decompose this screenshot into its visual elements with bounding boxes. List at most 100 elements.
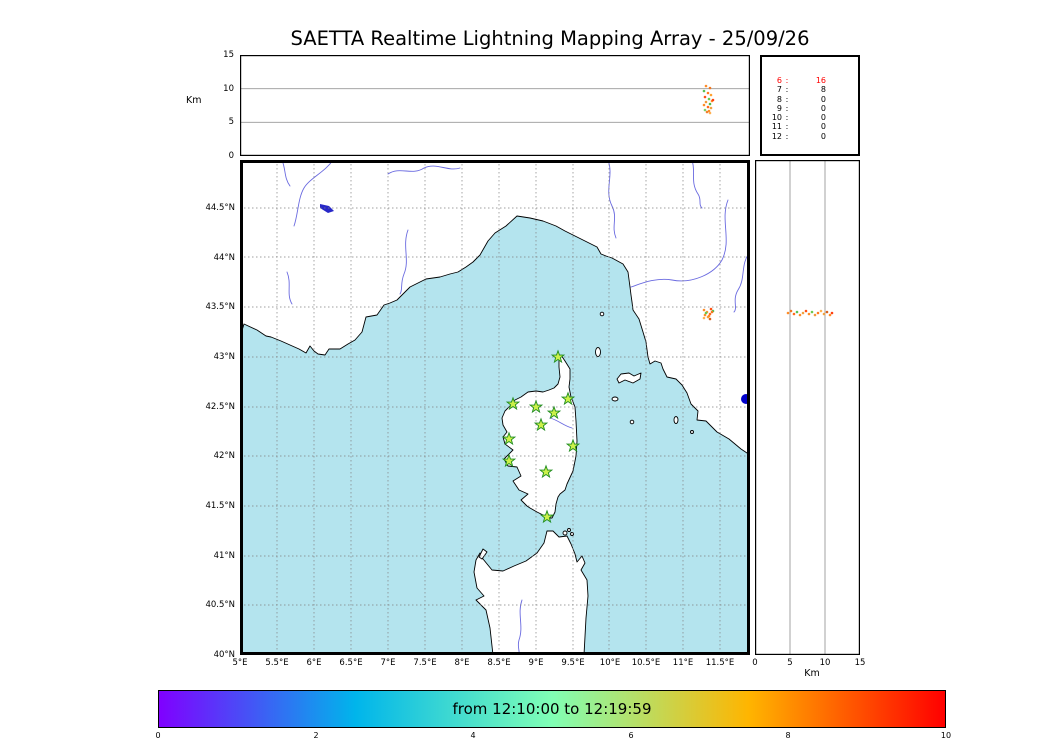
island-asinara [478,548,488,560]
island-pianosa [611,396,619,402]
colorbar-tick: 4 [470,731,476,740]
lon-tick: 5°E [232,658,248,668]
lightning-point [801,311,805,315]
lightning-point [709,307,713,311]
station-star-marker [550,349,566,364]
counts-row: 9: 0 [768,104,826,113]
map-frame [240,160,750,655]
counts-panel: 6:16 7:8 8:0 9:0 10:0 11:0 12:0 [760,55,860,156]
counts-level: 7 [776,85,782,95]
counts-value: 0 [820,131,826,141]
alt-lon-panel [240,55,750,156]
island-giannutri [690,430,694,434]
counts-level: 8 [776,94,782,104]
graticule [240,160,750,655]
lightning-point [789,309,793,313]
counts-level: 9 [776,103,782,113]
lat-tick: 40°N [213,650,235,660]
counts-separator: : [785,103,789,113]
lightning-point [709,93,713,97]
colorbar-label: from 12:10:00 to 12:19:59 [452,700,652,718]
lightning-point [707,314,711,318]
lightning-point [795,310,799,314]
km-tick: 10 [223,84,234,94]
lightning-point [702,308,706,312]
lightning-point [804,309,808,313]
lightning-point [828,313,832,317]
rivers [281,160,750,655]
page-title: SAETTA Realtime Lightning Mapping Array … [290,27,810,50]
counts-row: 8: 0 [768,95,826,104]
lon-tick: 10°E [599,658,621,668]
counts-separator: : [785,76,789,85]
counts-row: 6: 16 [768,76,826,85]
lightning-point [704,311,708,315]
alt-lat-panel [755,160,860,655]
lightning-point [798,313,802,317]
counts-row: 12: 0 [768,132,826,141]
lon-tick: 8°E [454,658,470,668]
lat-tick: 41°N [213,551,235,561]
counts-value: 0 [820,94,826,104]
km-tick: 5 [228,117,234,127]
colorbar-tick: 8 [785,731,791,740]
lightning-point [709,106,713,110]
lightning-point [703,313,707,317]
panel-frame [240,55,750,156]
lightning-point [813,313,817,317]
lightning-point [810,310,814,314]
lightning-point [708,312,712,316]
colorbar-tick: 2 [313,731,319,740]
counts-row: 7: 8 [768,85,826,94]
lightning-point [822,312,826,316]
lightning-point [708,317,712,321]
map-plot [240,160,750,655]
lightning-point [711,98,715,102]
lightning-point [703,95,707,99]
station-star-marker [528,399,544,414]
lightning-point [830,311,834,315]
lat-tick: 42°N [213,451,235,461]
lightning-point [707,109,711,113]
counts-level: 11 [771,122,782,132]
lightning-point [705,110,709,114]
lightning-point [704,100,708,104]
lightning-points-alt-lon [702,84,715,115]
lightning-point [702,316,706,320]
station-star-marker [505,396,521,411]
lightning-point [708,111,712,115]
island-capraia [595,347,601,357]
counts-row: 10: 0 [768,113,826,122]
counts-separator: : [785,85,789,95]
lat-tick: 42.5°N [205,402,235,412]
colorbar: from 12:10:00 to 12:19:59 [158,690,946,728]
counts-value: 16 [815,76,826,85]
island-elba [616,372,642,384]
lightning-point [708,86,712,90]
counts-separator: : [785,94,789,104]
island-giglio [673,416,679,424]
counts-level: 10 [771,113,782,123]
lightning-point [786,311,790,315]
counts-level: 12 [771,131,782,141]
lat-tick: 44°N [213,253,235,263]
lon-tick: 9.5°E [561,658,585,668]
alt-axis-label: Km [804,668,820,679]
station-star-marker [501,431,517,446]
station-star-marker [546,405,562,420]
km-tick: 5 [787,658,793,668]
lake [320,204,334,213]
lat-tick: 44.5°N [205,203,235,213]
lightning-point [706,105,710,109]
station-star-marker [501,453,517,468]
lightning-point [702,103,706,107]
station-star-marker [533,417,549,432]
lightning-point [707,97,711,101]
counts-separator: : [785,131,789,141]
lat-tick: 43.5°N [205,302,235,312]
lightning-point [708,102,712,106]
land-mainland-france-italy [240,160,750,456]
station-star-marker [538,464,554,479]
lightning-point [825,310,829,314]
lightning-points-alt-lat [786,309,834,317]
